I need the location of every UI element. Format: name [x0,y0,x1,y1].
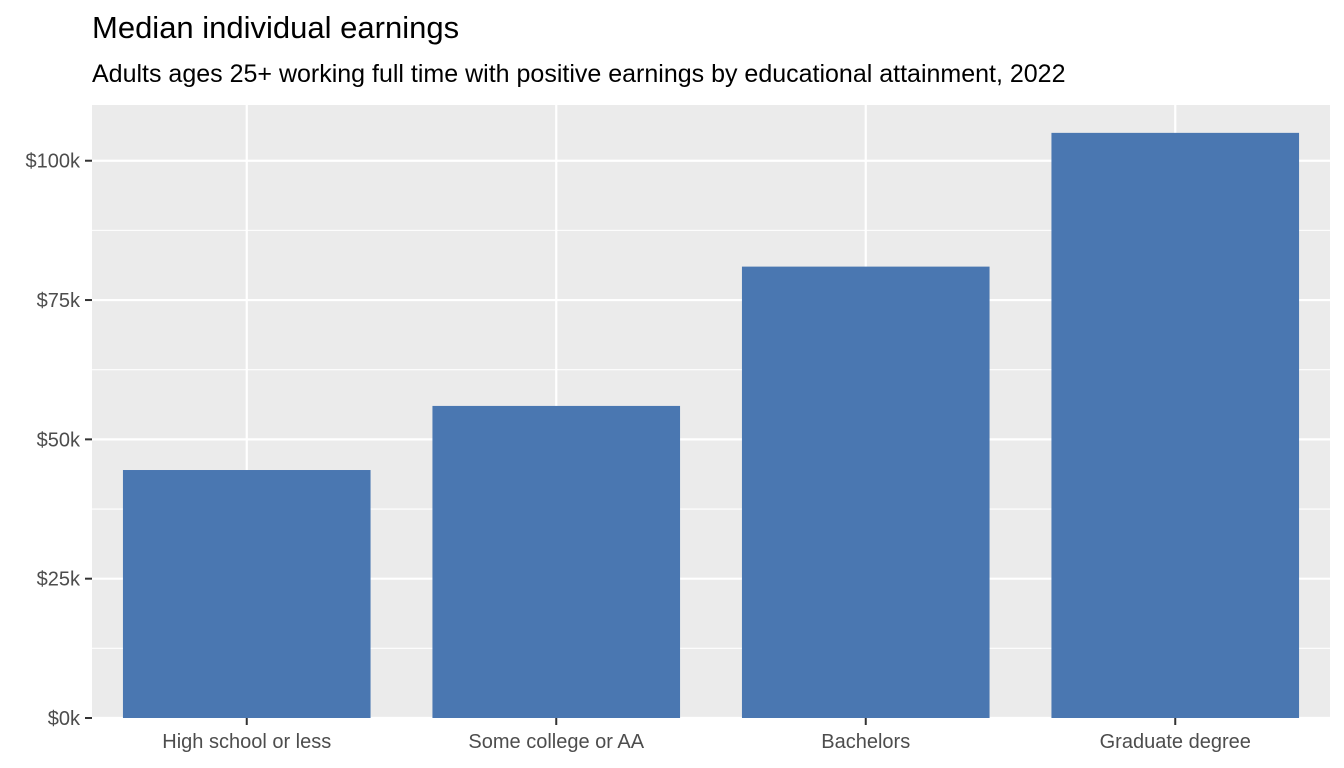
x-tick-label: High school or less [162,731,331,753]
y-tick-label: $75k [37,290,81,312]
bar [1051,132,1300,718]
bar [432,405,681,718]
x-tick-label: Graduate degree [1100,731,1251,753]
chart-subtitle: Adults ages 25+ working full time with p… [92,60,1066,88]
chart-title: Median individual earnings [92,10,460,45]
bar [741,266,990,718]
x-tick-label: Some college or AA [468,731,644,753]
y-tick-label: $100k [26,151,81,173]
bar [122,470,371,718]
bars [122,132,1300,718]
x-tick-label: Bachelors [821,731,910,753]
y-tick-label: $50k [37,429,81,451]
y-tick-label: $25k [37,569,81,591]
y-axis: $0k $25k $50k $75k $100k [26,151,92,730]
x-axis: High school or less Some college or AA Bac… [162,718,1251,753]
y-tick-label: $0k [48,708,81,730]
